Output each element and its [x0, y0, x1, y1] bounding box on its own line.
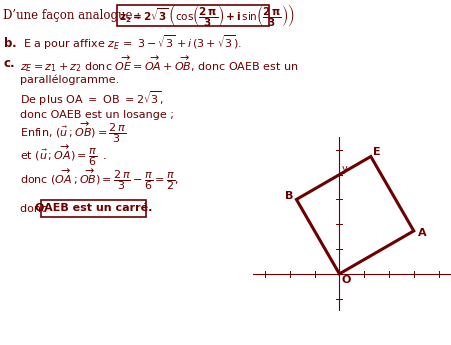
Text: y: y: [342, 164, 348, 174]
Text: $\mathbf{c.}$: $\mathbf{c.}$: [3, 57, 15, 70]
Text: B: B: [285, 191, 294, 201]
Text: donc $(\overrightarrow{OA}\,;\overrightarrow{OB}) = \dfrac{2\,\pi}{3} - \dfrac{\: donc $(\overrightarrow{OA}\,;\overrighta…: [20, 168, 179, 193]
Text: .: .: [103, 149, 106, 162]
Text: A: A: [418, 228, 426, 238]
Text: OAEB est un carré.: OAEB est un carré.: [35, 204, 152, 213]
Text: O: O: [342, 275, 351, 285]
Text: $\mathbf{z_2 = 2\sqrt{3}\,\left(\cos\!\left(\dfrac{2\,\pi}{3}\right) + i\,\sin\!: $\mathbf{z_2 = 2\sqrt{3}\,\left(\cos\!\l…: [119, 2, 295, 29]
Text: De plus OA $=$ OB $= 2\sqrt{3}$,: De plus OA $=$ OB $= 2\sqrt{3}$,: [20, 89, 164, 108]
Text: donc OAEB est un losange ;: donc OAEB est un losange ;: [20, 110, 174, 119]
Text: parallélogramme.: parallélogramme.: [20, 75, 120, 85]
Text: donc: donc: [20, 204, 51, 214]
FancyBboxPatch shape: [41, 200, 146, 217]
Text: Enfin, $(\vec{u}\,;\overrightarrow{OB}) = \dfrac{2\,\pi}{3}$: Enfin, $(\vec{u}\,;\overrightarrow{OB}) …: [20, 120, 127, 145]
Text: D’une façon analogue :: D’une façon analogue :: [3, 9, 140, 22]
Text: E a pour affixe $z_E\,=\;3 - \sqrt{3} + i\,(3 + \sqrt{3})$.: E a pour affixe $z_E\,=\;3 - \sqrt{3} + …: [23, 34, 242, 52]
FancyBboxPatch shape: [117, 5, 269, 26]
Text: et $(\vec{u}\,;\overrightarrow{OA}) = \dfrac{\pi}{6}$: et $(\vec{u}\,;\overrightarrow{OA}) = \d…: [20, 143, 97, 168]
Text: $\mathbf{b.}$: $\mathbf{b.}$: [3, 36, 17, 50]
Text: $z_E = z_1 + z_2$ donc $\overrightarrow{OE}= \overrightarrow{OA} + \overrightarr: $z_E = z_1 + z_2$ donc $\overrightarrow{…: [20, 54, 299, 74]
Text: E: E: [373, 147, 381, 157]
